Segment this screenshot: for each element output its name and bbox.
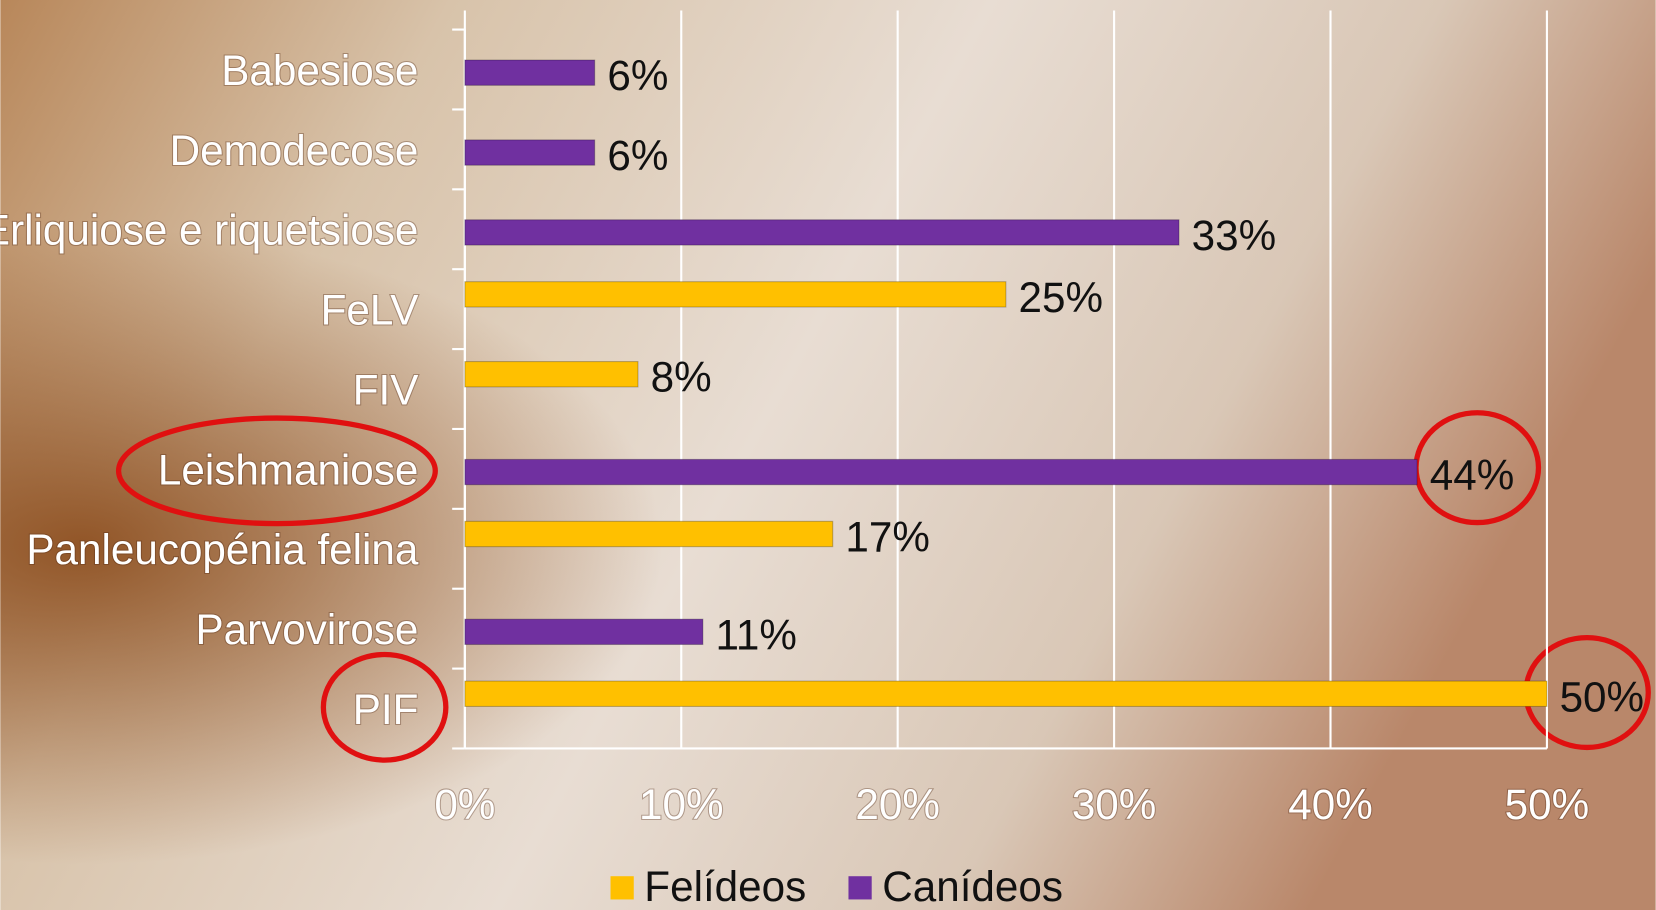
value-label: 50% bbox=[1560, 673, 1645, 720]
value-label: 6% bbox=[607, 52, 668, 99]
x-tick-label: 20% bbox=[855, 781, 940, 828]
y-tick-label: FeLV bbox=[321, 287, 419, 334]
bar bbox=[465, 681, 1547, 706]
y-tick-label: Demodecose bbox=[170, 127, 419, 174]
legend-label: Felídeos bbox=[644, 863, 806, 910]
x-tick-label: 40% bbox=[1288, 781, 1373, 828]
y-tick-label: PIF bbox=[353, 686, 419, 733]
value-label: 17% bbox=[845, 513, 929, 560]
value-label: 25% bbox=[1019, 274, 1104, 321]
legend-swatch bbox=[848, 876, 871, 899]
x-tick-label: 0% bbox=[434, 781, 495, 828]
bar bbox=[465, 60, 595, 85]
x-tick-label: 30% bbox=[1072, 781, 1157, 828]
bar bbox=[465, 459, 1417, 484]
y-tick-label: FIV bbox=[353, 366, 419, 413]
y-tick-label: Babesiose bbox=[221, 47, 418, 94]
bar bbox=[465, 140, 595, 165]
x-tick-label: 50% bbox=[1505, 781, 1590, 828]
bar bbox=[465, 619, 703, 644]
bar bbox=[465, 220, 1179, 245]
value-label: 33% bbox=[1192, 212, 1276, 259]
y-tick-label: Erliquiose e riquetsiose bbox=[0, 207, 418, 254]
bar bbox=[465, 521, 833, 546]
y-tick-label: Parvovirose bbox=[195, 606, 418, 653]
page: 0% 10% 20% 30% 40% 50% Babesiose 6% Demodecose 6%… bbox=[0, 0, 1656, 910]
legend-swatch bbox=[611, 876, 634, 899]
bar bbox=[465, 362, 638, 387]
x-tick-label: 10% bbox=[639, 781, 723, 828]
y-tick-label: Leishmaniose bbox=[158, 446, 419, 493]
value-label: 11% bbox=[716, 611, 797, 658]
bar bbox=[465, 282, 1006, 307]
chart: 0% 10% 20% 30% 40% 50% Babesiose 6% Demodecose 6%… bbox=[0, 0, 1656, 910]
value-label: 44% bbox=[1430, 452, 1515, 499]
legend-label: Canídeos bbox=[882, 863, 1063, 910]
value-label: 6% bbox=[607, 132, 668, 179]
y-tick-label: Panleucopénia felina bbox=[26, 526, 419, 573]
value-label: 8% bbox=[651, 354, 712, 401]
